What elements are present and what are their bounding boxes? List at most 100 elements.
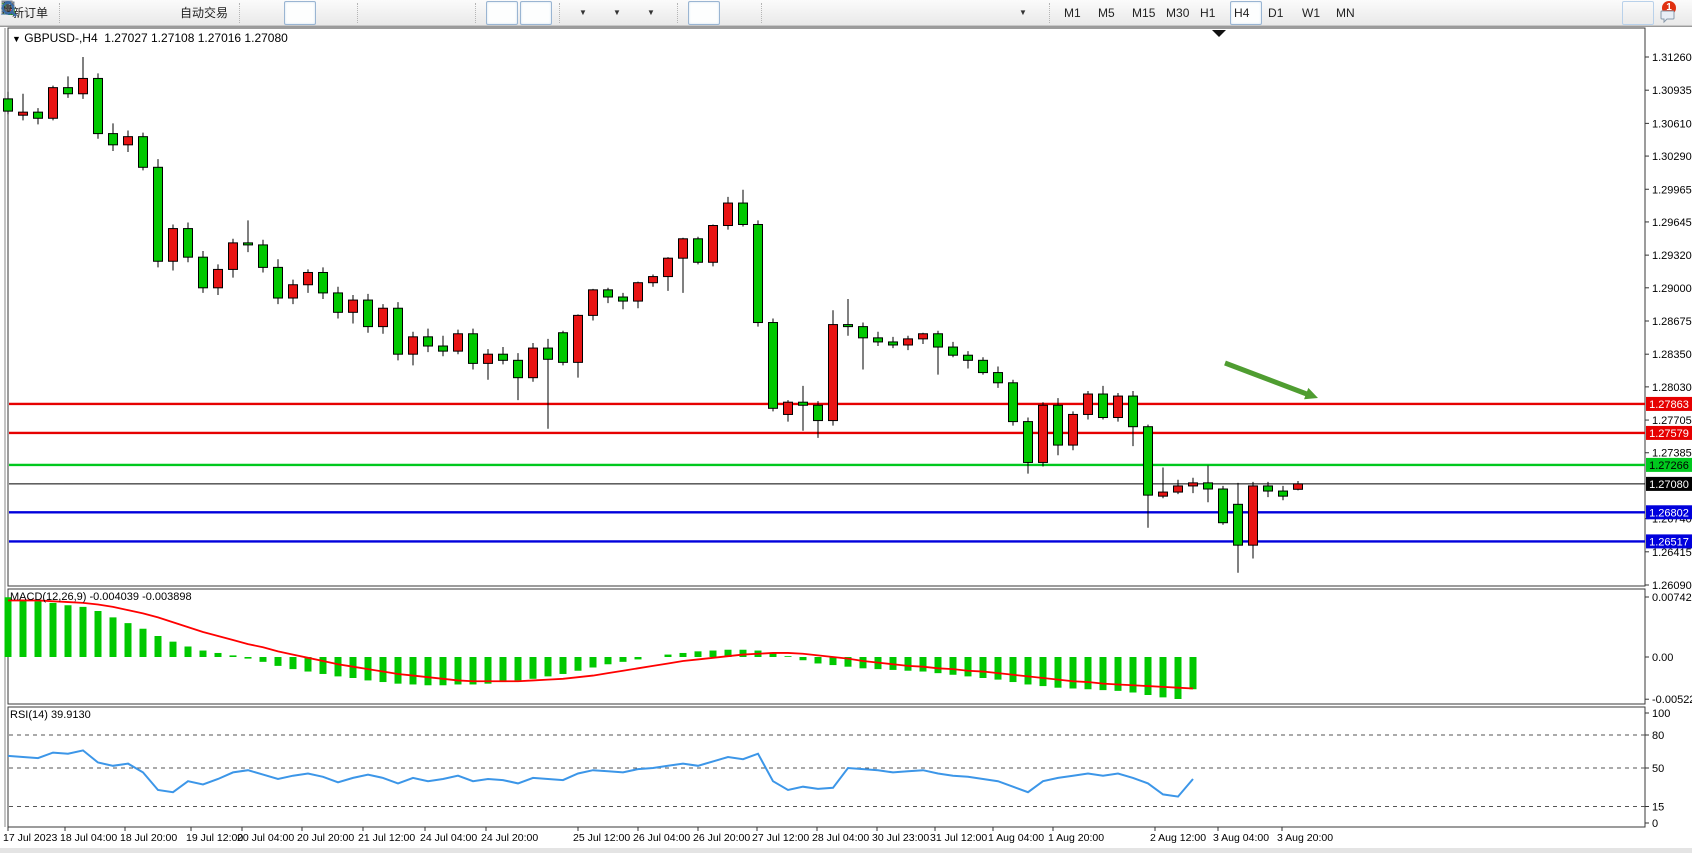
svg-text:1.26802: 1.26802: [1649, 507, 1689, 519]
timeframe-d1-button[interactable]: D1: [1264, 1, 1296, 25]
bar-chart-button[interactable]: [2, 1, 282, 25]
timeframe-h1-button[interactable]: H1: [1196, 1, 1228, 25]
market-watch-button[interactable]: [1, 1, 102, 25]
data-window-button[interactable]: [0, 1, 136, 25]
horizontal-lines[interactable]: [9, 402, 1645, 543]
bear-candle: [63, 87, 73, 95]
periods-caret-icon: ▼: [613, 8, 621, 17]
price-badges: 1.27863 1.27579 1.27266 1.27080 1.26802 1.265…: [1646, 396, 1692, 549]
bull-candle: [678, 238, 688, 259]
bear-candle: [1128, 395, 1138, 428]
bull-candle: [783, 401, 793, 415]
toolbar-separator: [559, 2, 565, 23]
bull-candle: [228, 242, 238, 270]
svg-text:31 Jul 12:00: 31 Jul 12:00: [930, 832, 987, 844]
svg-text:1.31260: 1.31260: [1652, 52, 1692, 64]
crosshair-button[interactable]: [2, 1, 754, 25]
timeframe-m5-button[interactable]: M5: [1094, 1, 1126, 25]
auto-trading-button[interactable]: 自动交易: [2, 1, 232, 25]
chart-shift-button[interactable]: [2, 0, 553, 25]
bull-candle: [708, 225, 718, 263]
bear-candle: [108, 133, 118, 146]
bull-candle: [18, 111, 28, 116]
bear-candle: [558, 332, 568, 363]
arrows-button[interactable]: ▼: [1, 1, 1042, 25]
vertical-line-button[interactable]: [6, 1, 804, 25]
indicators-button[interactable]: ▼: [1, 1, 602, 25]
line-chart-button[interactable]: [1, 1, 350, 25]
svg-text:20 Jul 04:00: 20 Jul 04:00: [237, 832, 294, 844]
bear-candle: [3, 98, 13, 112]
timeframe-mn-button[interactable]: MN: [1332, 1, 1364, 25]
timeframe-m30-button[interactable]: M30: [1162, 1, 1194, 25]
symbol-timeframe-label: GBPUSD-,H4: [24, 31, 98, 45]
macd-axis: 0.007427 0.00 -0.005226: [1645, 592, 1692, 706]
text-label-button[interactable]: T: [1, 1, 1008, 25]
bear-candle: [1008, 382, 1018, 423]
cursor-button[interactable]: [4, 0, 721, 25]
arrows-caret-icon: ▼: [1019, 8, 1027, 17]
bull-candle: [918, 333, 928, 340]
rsi-line: [7, 749, 1194, 798]
zoom-out-button[interactable]: [2, 1, 434, 25]
zoom-in-button[interactable]: [2, 1, 400, 25]
fibonacci-button[interactable]: F: [2, 1, 940, 25]
bear-candle: [693, 238, 703, 263]
svg-text:1.26090: 1.26090: [1652, 580, 1692, 592]
bear-candle: [198, 256, 208, 289]
timeframe-d1-label: D1: [1268, 5, 1284, 20]
macd-indicator-label: MACD(12,26,9) -0.004039 -0.003898: [10, 591, 192, 603]
time-axis[interactable]: 17 Jul 2023 18 Jul 04:00 18 Jul 20:00 19 Ju…: [3, 827, 1333, 844]
trend-arrow[interactable]: [1224, 360, 1318, 400]
timeframe-h4-button[interactable]: H4: [1230, 0, 1263, 25]
bear-candle: [603, 289, 613, 298]
rsi-level-lines: [9, 734, 1645, 807]
chart-ohlc-header: ▼ GBPUSD-,H4 1.27027 1.27108 1.27016 1.2…: [12, 31, 288, 45]
svg-text:1.28030: 1.28030: [1652, 382, 1692, 394]
candles-layer[interactable]: [3, 57, 1303, 573]
toolbar: 新订单 自动交易: [0, 0, 1692, 26]
bull-candle: [48, 87, 58, 119]
svg-text:3 Aug 04:00: 3 Aug 04:00: [1213, 832, 1269, 844]
svg-text:0: 0: [1652, 818, 1658, 830]
auto-scroll-button[interactable]: [2, 0, 519, 25]
timeframe-m15-button[interactable]: M15: [1128, 1, 1160, 25]
bull-candle: [1113, 395, 1123, 419]
svg-text:1.29645: 1.29645: [1652, 217, 1692, 229]
svg-text:1.26415: 1.26415: [1652, 547, 1692, 559]
notifications-button[interactable]: 1: [1656, 0, 1688, 25]
svg-text:20 Jul 20:00: 20 Jul 20:00: [297, 832, 354, 844]
search-button[interactable]: [2, 0, 1654, 25]
toolbar-separator: [59, 2, 65, 23]
equidistant-channel-button[interactable]: E: [1, 1, 906, 25]
bear-candle: [33, 111, 43, 119]
bull-candle: [1083, 393, 1093, 415]
periods-button[interactable]: ▼: [1, 1, 636, 25]
bear-candle: [138, 136, 148, 168]
bull-candle: [573, 314, 583, 363]
price-axis[interactable]: 1.31260 1.30935 1.30610 1.30290 1.29965 1.296…: [1645, 52, 1692, 592]
symbol-dropdown-icon[interactable]: ▼: [12, 34, 21, 44]
chart-shift-marker-icon[interactable]: [1212, 30, 1226, 37]
bull-candle: [1173, 485, 1183, 493]
svg-text:1.29965: 1.29965: [1652, 184, 1692, 196]
svg-text:1.29320: 1.29320: [1652, 250, 1692, 262]
new-order-label: 新订单: [12, 6, 49, 20]
chart-background: [0, 26, 1692, 853]
text-button[interactable]: A: [3, 1, 974, 25]
templates-button[interactable]: ▼: [1, 1, 670, 25]
bull-candle: [723, 202, 733, 227]
bear-candle: [1143, 426, 1153, 496]
tile-windows-button[interactable]: [2, 1, 468, 25]
bull-candle: [1293, 483, 1303, 490]
trendline-button[interactable]: [2, 1, 872, 25]
svg-text:2 Aug 12:00: 2 Aug 12:00: [1150, 832, 1206, 844]
bear-candle: [798, 401, 808, 406]
candlestick-chart-button[interactable]: [2, 0, 317, 25]
bear-candle: [468, 333, 478, 364]
timeframe-w1-button[interactable]: W1: [1298, 1, 1330, 25]
horizontal-line-button[interactable]: [2, 1, 838, 25]
signal-button[interactable]: [1, 1, 170, 25]
timeframe-m1-button[interactable]: M1: [1060, 1, 1092, 25]
